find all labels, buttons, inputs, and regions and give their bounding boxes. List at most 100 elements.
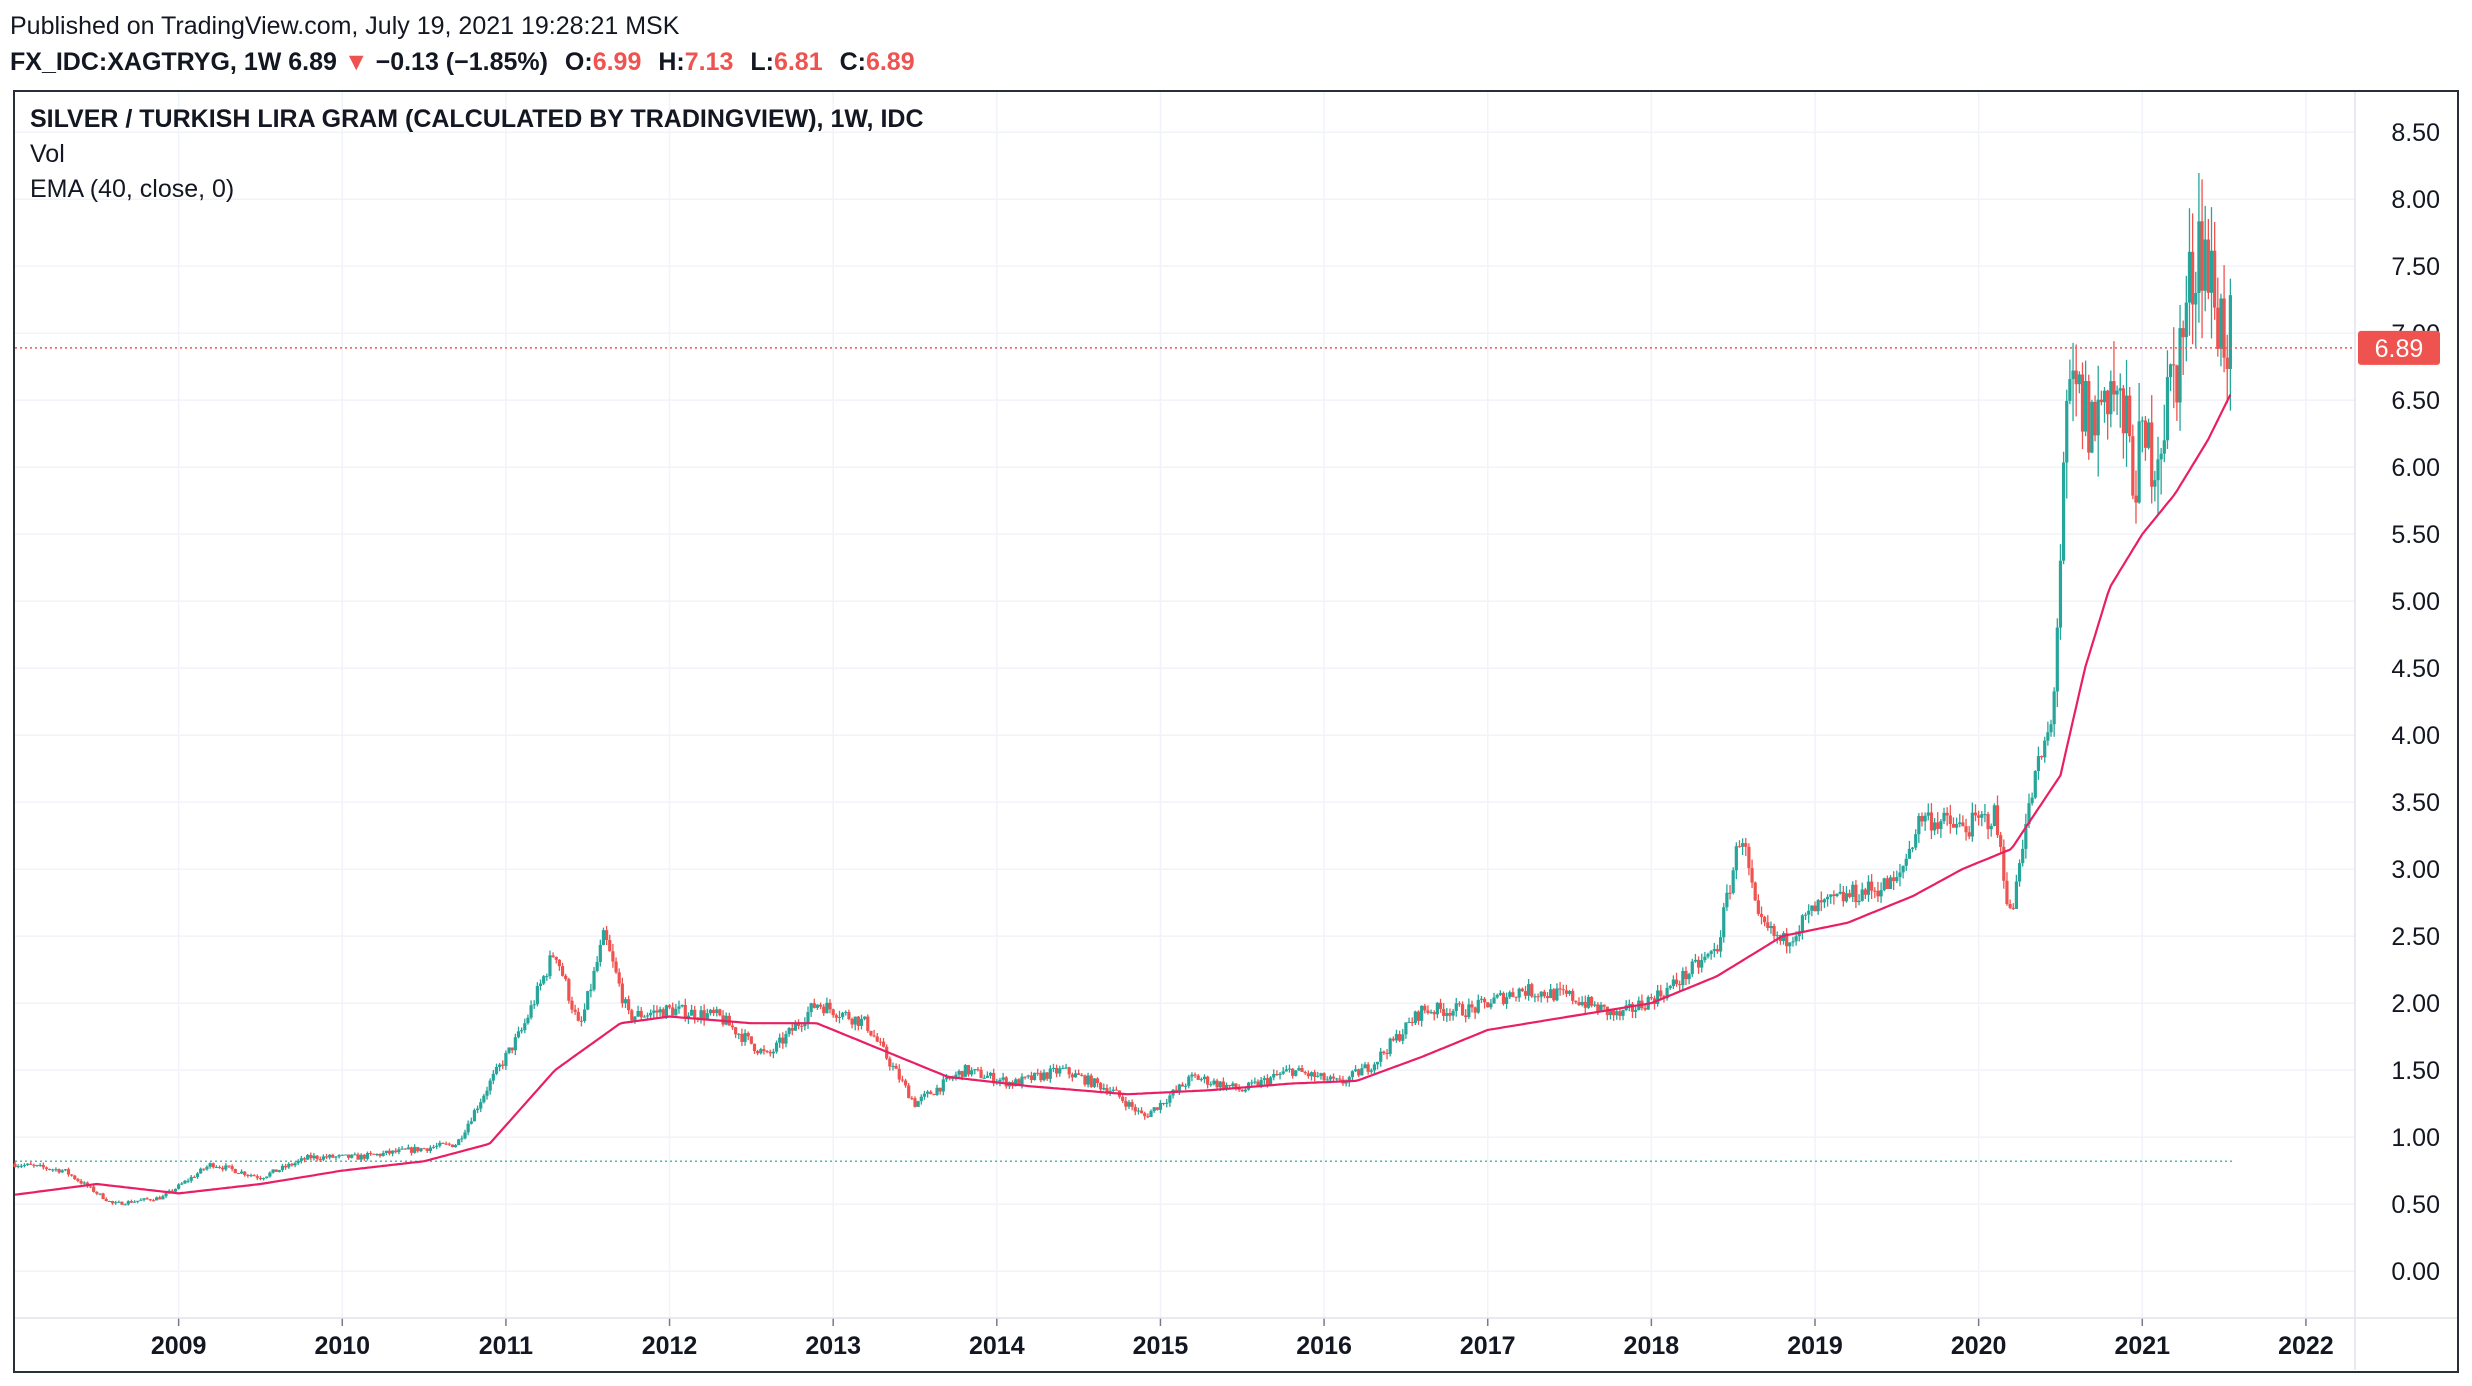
candle-body	[774, 1042, 779, 1052]
candle-body	[1725, 892, 1729, 908]
candle-body	[834, 1015, 838, 1018]
chart-frame[interactable]	[13, 90, 2459, 1373]
candle-body	[1363, 1064, 1367, 1069]
candle-body	[1684, 970, 1688, 980]
candle-body	[1983, 814, 1987, 816]
candle-body	[661, 1009, 665, 1018]
candle-body	[787, 1028, 791, 1034]
candle-body	[976, 1069, 980, 1071]
candle-body	[1505, 997, 1509, 1004]
candle-body	[878, 1041, 882, 1043]
candle-body	[1077, 1073, 1081, 1075]
candle-body	[1036, 1072, 1040, 1074]
candle-body	[859, 1018, 864, 1026]
symbol-label[interactable]: FX_IDC:XAGTRYG, 1W	[10, 48, 282, 76]
candle-body	[1816, 900, 1820, 912]
candle-body	[979, 1069, 983, 1078]
candle-body	[567, 979, 571, 1001]
candle-body	[881, 1041, 886, 1047]
candle-body	[1920, 816, 1924, 822]
candle-body	[145, 1198, 149, 1200]
last-price-badge	[2358, 330, 2440, 365]
candle-body	[406, 1147, 410, 1150]
candle-body	[2052, 691, 2056, 725]
candle-body	[1017, 1079, 1021, 1086]
candle-body	[324, 1156, 329, 1158]
candle-body	[2024, 824, 2028, 849]
candle-body	[457, 1139, 461, 1146]
candle-body	[463, 1132, 467, 1139]
published-line: Published on TradingView.com, July 19, 2…	[10, 12, 680, 40]
candle-body	[309, 1154, 313, 1159]
candle-body	[1023, 1076, 1027, 1078]
candle-body	[1454, 1003, 1458, 1011]
candle-body	[529, 1005, 533, 1018]
candle-body	[1501, 993, 1506, 1004]
legend-ema[interactable]: EMA (40, close, 0)	[30, 175, 235, 203]
candle-body	[872, 1035, 876, 1037]
candle-body	[1133, 1106, 1137, 1112]
candle-body	[469, 1121, 473, 1124]
candle-body	[2206, 239, 2210, 293]
candle-body	[1737, 846, 1742, 848]
candle-body	[1382, 1051, 1386, 1054]
candle-body	[932, 1094, 936, 1096]
candle-body	[1895, 877, 1899, 882]
legend-vol[interactable]: Vol	[30, 140, 65, 168]
candle-body	[1055, 1067, 1059, 1074]
candle-body	[299, 1158, 303, 1161]
candle-body	[340, 1154, 344, 1156]
candle-body	[2077, 374, 2081, 385]
candle-body	[586, 991, 590, 1010]
y-tick-label: 3.50	[2391, 789, 2440, 817]
candle-body	[601, 930, 606, 945]
y-tick-label: 1.50	[2391, 1057, 2440, 1085]
candle-body	[627, 999, 631, 1011]
candle-body	[1549, 989, 1553, 998]
candle-body	[608, 940, 612, 952]
candle-body	[1530, 984, 1534, 997]
candle-body	[2178, 328, 2182, 403]
candle-body	[598, 944, 602, 962]
candle-body	[1423, 1005, 1427, 1011]
candle-body	[38, 1164, 42, 1166]
candle-body	[126, 1201, 130, 1205]
candle-body	[667, 1005, 672, 1008]
candle-body	[1470, 1004, 1474, 1008]
candle-body	[29, 1163, 33, 1165]
candle-body	[1977, 815, 1981, 818]
candle-body	[1939, 821, 1943, 829]
candle-body	[1275, 1073, 1279, 1076]
candle-body	[1360, 1068, 1364, 1076]
candle-body	[202, 1168, 206, 1170]
x-tick-label: 2009	[151, 1332, 207, 1360]
candle-body	[771, 1051, 775, 1054]
candle-body	[1995, 805, 2000, 836]
candle-body	[513, 1037, 517, 1051]
candle-body	[1385, 1053, 1389, 1055]
candle-body	[702, 1010, 706, 1020]
candle-body	[554, 956, 558, 960]
candle-body	[746, 1033, 750, 1037]
candle-body	[233, 1169, 237, 1174]
last-price-value: 6.89	[288, 48, 337, 76]
candle-body	[249, 1175, 253, 1177]
candle-body	[913, 1098, 917, 1107]
candle-body	[2033, 771, 2037, 798]
candle-body	[1712, 949, 1716, 952]
candle-body	[1149, 1111, 1153, 1117]
candle-body	[1420, 1005, 1424, 1021]
candle-body	[1086, 1075, 1090, 1085]
candle-body	[1558, 988, 1562, 990]
candle-body	[1722, 907, 1726, 938]
candle-body	[1212, 1080, 1216, 1085]
candle-body	[1964, 826, 1968, 833]
candle-body	[343, 1154, 348, 1156]
candle-body	[1309, 1072, 1314, 1077]
candle-body	[954, 1074, 958, 1079]
candle-body	[526, 1017, 530, 1024]
candle-body	[1951, 824, 1956, 828]
candle-body	[66, 1169, 71, 1175]
candle-body	[1791, 941, 1795, 943]
